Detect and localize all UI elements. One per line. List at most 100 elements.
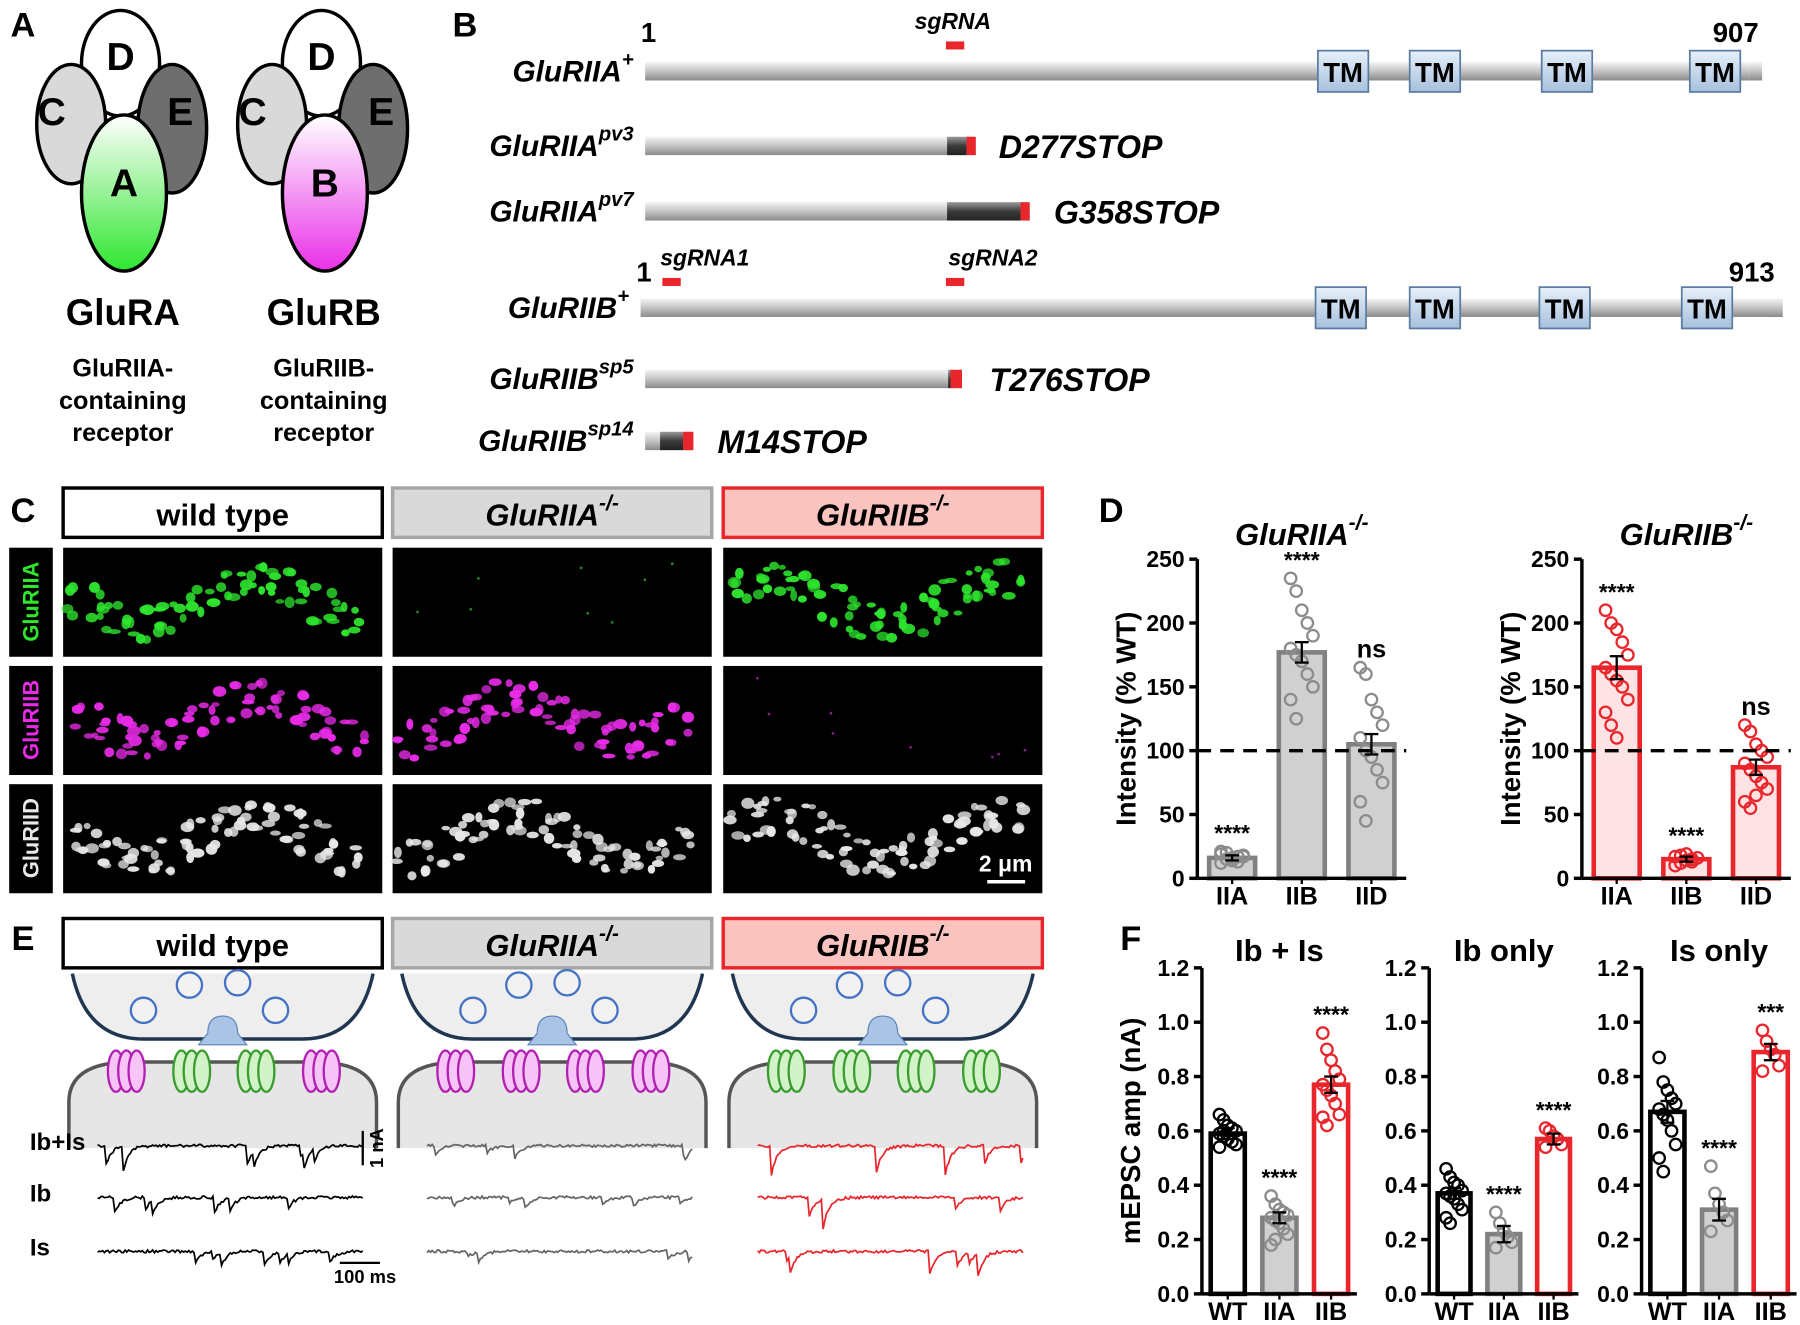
synapse-blob bbox=[95, 589, 105, 600]
synapse-blob bbox=[817, 849, 829, 859]
synapse-blob bbox=[980, 572, 991, 581]
frameshift bbox=[948, 369, 951, 389]
synapse-blob bbox=[530, 798, 543, 805]
data-point bbox=[1332, 1107, 1347, 1122]
synapse-blob bbox=[293, 844, 305, 855]
synapse-blob bbox=[517, 798, 532, 806]
synapse-blob bbox=[270, 830, 281, 836]
noise bbox=[670, 562, 674, 566]
synapse-blob bbox=[468, 836, 478, 844]
synapse-blob bbox=[271, 704, 280, 714]
synapse-blob bbox=[577, 709, 591, 719]
significance-label: ns bbox=[1741, 693, 1770, 721]
mepsc-trace bbox=[97, 1193, 364, 1218]
synapse-blob bbox=[599, 744, 607, 750]
x-tick-label: IID bbox=[1355, 883, 1387, 911]
chart-title: GluRIIB-/- bbox=[1620, 511, 1754, 551]
synapse-blob bbox=[838, 583, 849, 593]
synapse-blob bbox=[154, 623, 165, 628]
stop-codon bbox=[683, 431, 694, 451]
bar bbox=[1311, 1082, 1351, 1297]
chart-title-sup: -/- bbox=[1733, 511, 1753, 534]
stop-codon bbox=[966, 136, 976, 156]
receptor bbox=[982, 1049, 1002, 1093]
receptor bbox=[917, 1049, 936, 1093]
y-tick-label: 250 bbox=[1531, 546, 1569, 572]
synapse-blob bbox=[641, 752, 652, 759]
subunit-label: E bbox=[167, 91, 193, 134]
y-tick-label: 0.4 bbox=[1385, 1172, 1417, 1198]
mutation: M14STOP bbox=[717, 424, 867, 460]
synapse-blob bbox=[340, 601, 348, 613]
data-point bbox=[1289, 584, 1304, 598]
construct-name: GluRIIApv7 bbox=[489, 189, 635, 228]
synapse-blob bbox=[96, 726, 109, 734]
synapse-blob bbox=[458, 820, 468, 829]
data-point bbox=[1488, 1240, 1503, 1255]
synapse-blob bbox=[655, 855, 664, 861]
synapse-blob bbox=[407, 871, 417, 881]
tm-label: TM bbox=[1545, 293, 1585, 324]
vesicle bbox=[459, 996, 487, 1025]
subunit-label: C bbox=[238, 91, 266, 134]
synapse-blob bbox=[256, 677, 268, 689]
synapse-blob bbox=[876, 608, 886, 620]
data-point bbox=[1294, 603, 1309, 618]
synapse-blob bbox=[488, 678, 502, 686]
data-point bbox=[1358, 667, 1373, 681]
receptor bbox=[852, 1049, 872, 1093]
synapse-blob bbox=[953, 610, 963, 616]
noise bbox=[829, 711, 833, 715]
synapse-blob bbox=[652, 712, 664, 718]
synapse-blob bbox=[843, 832, 851, 838]
synapse-blob bbox=[349, 845, 362, 851]
synapse-blob bbox=[829, 617, 838, 628]
synapse-blob bbox=[475, 812, 483, 823]
y-tick-label: 50 bbox=[1159, 801, 1185, 827]
synapse-blob bbox=[969, 826, 983, 837]
synapse-blob bbox=[566, 724, 576, 735]
construct-name: GluRIIBsp14 bbox=[478, 418, 634, 457]
noise bbox=[755, 676, 759, 680]
noise bbox=[477, 577, 480, 580]
y-tick-label: 100 bbox=[1146, 738, 1184, 764]
y-axis-label: Intensity (% WT) bbox=[1495, 612, 1526, 826]
synapse-blob bbox=[866, 602, 876, 608]
significance-label: **** bbox=[1486, 1181, 1522, 1207]
synapse-blob bbox=[187, 705, 198, 714]
synapse-blob bbox=[573, 741, 585, 751]
synapse-blob bbox=[409, 838, 422, 846]
y-tick-label: 0.2 bbox=[1597, 1227, 1629, 1253]
synapse-blob bbox=[817, 613, 827, 620]
genotype-label-sup: -/- bbox=[599, 922, 619, 945]
synapse-blob bbox=[99, 721, 110, 727]
y-tick-label: 0.4 bbox=[1597, 1172, 1629, 1198]
synapse-blob bbox=[118, 842, 131, 850]
synapse-blob bbox=[246, 570, 257, 582]
synapse-blob bbox=[328, 839, 339, 849]
active-zone bbox=[857, 1015, 909, 1046]
data-point bbox=[1283, 571, 1298, 586]
data-point bbox=[1609, 622, 1624, 637]
data-point bbox=[1306, 679, 1320, 694]
y-tick-label: 1.0 bbox=[1385, 1009, 1417, 1035]
y-tick-label: 0.8 bbox=[1157, 1064, 1189, 1090]
synapse-blob bbox=[353, 617, 365, 627]
synapse-blob bbox=[529, 707, 543, 717]
synapse-blob bbox=[901, 623, 916, 635]
synapse-blob bbox=[89, 581, 100, 593]
synapse-blob bbox=[555, 695, 563, 704]
synapse-blob bbox=[452, 853, 465, 861]
noise bbox=[767, 712, 771, 716]
synapse-blob bbox=[1017, 574, 1025, 586]
synapse-blob bbox=[240, 812, 252, 822]
mepsc-trace bbox=[757, 1143, 1024, 1176]
mepsc-trace bbox=[97, 1143, 363, 1172]
synapse-blob bbox=[799, 837, 808, 845]
genotype-label: GluRIIA-/- bbox=[485, 922, 619, 962]
synapse-blob bbox=[327, 733, 336, 742]
synapse-blob bbox=[406, 718, 414, 730]
synapse-blob bbox=[773, 796, 782, 802]
y-tick-label: 0.8 bbox=[1597, 1064, 1629, 1090]
